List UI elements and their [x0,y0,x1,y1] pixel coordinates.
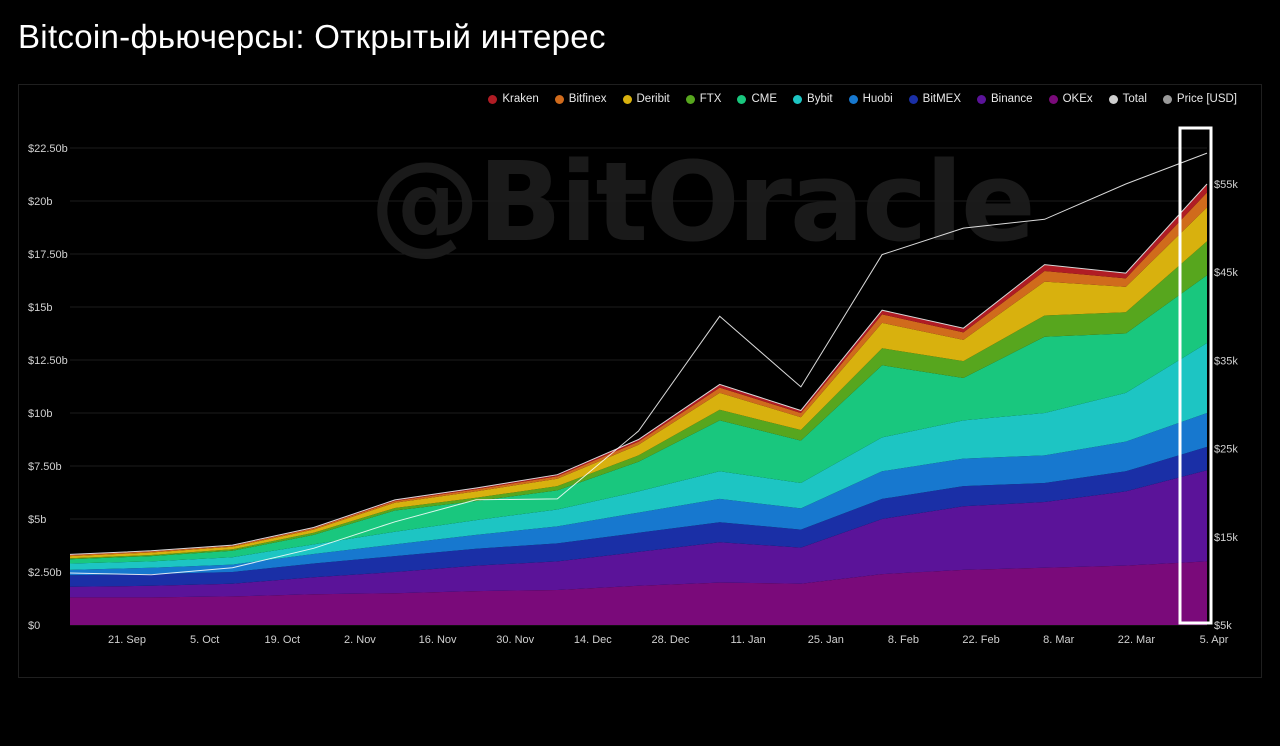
legend-item[interactable]: BitMEX [908,93,962,105]
legend-dot [737,94,747,104]
y-tick-label: $0 [28,620,40,632]
chart-frame [18,84,1262,678]
y-tick-label: $2.50b [28,567,62,579]
legend-item[interactable]: Bybit [793,93,833,105]
x-tick-label: 28. Dec [652,634,690,646]
x-tick-label: 5. Apr [1200,634,1229,646]
legend-dot [1162,94,1172,104]
x-tick-label: 25. Jan [808,634,844,646]
legend-item[interactable]: Binance [977,93,1033,105]
area-okex [70,561,1207,625]
x-tick-label: 30. Nov [496,634,534,646]
y2-tick-label: $35k [1214,355,1238,367]
legend-label: BitMEX [922,93,962,105]
x-tick-label: 16. Nov [419,634,457,646]
legend-dot [1048,94,1058,104]
x-tick-label: 19. Oct [265,634,300,646]
legend-dot [793,94,803,104]
legend-label: Binance [991,93,1033,105]
legend-dot [488,94,498,104]
y-tick-label: $12.50b [28,355,68,367]
legend-item[interactable]: Kraken [488,93,539,105]
legend-label: FTX [699,93,722,105]
legend-dot [977,94,987,104]
legend-dot [685,94,695,104]
chart-legend: Kraken Bitfinex Deribit FTX CME Bybit Huobi Bit… [488,93,1237,105]
area-binance [70,470,1207,598]
y-tick-label: $15b [28,302,52,314]
area-bybit [70,343,1207,570]
legend-label: Bitfinex [568,93,607,105]
x-tick-label: 2. Nov [344,634,376,646]
legend-dot [1108,94,1118,104]
legend-dot [622,94,632,104]
y2-tick-label: $45k [1214,267,1238,279]
legend-item[interactable]: Price [USD] [1162,93,1237,105]
y-tick-label: $17.50b [28,249,68,261]
y-tick-label: $22.50b [28,143,68,155]
price-line [69,152,1208,576]
y2-tick-label: $15k [1214,532,1238,544]
legend-dot [848,94,858,104]
legend-item[interactable]: Total [1108,93,1147,105]
legend-label: CME [751,93,778,105]
legend-label: Huobi [862,93,893,105]
x-tick-label: 11. Jan [731,634,766,646]
legend-label: OKEx [1062,93,1093,105]
highlight-box [1178,126,1213,625]
y-tick-label: $5b [28,514,46,526]
total-line [69,183,1208,555]
x-tick-label: 22. Mar [1118,634,1156,646]
legend-label: Bybit [807,93,833,105]
y2-tick-label: $55k [1214,179,1238,191]
legend-item[interactable]: Huobi [848,93,893,105]
legend-label: Price [USD] [1176,93,1237,105]
legend-label: Deribit [636,93,670,105]
y2-tick-label: $25k [1214,444,1238,456]
x-tick-label: 22. Feb [962,634,999,646]
legend-item[interactable]: Bitfinex [554,93,607,105]
legend-item[interactable]: CME [737,93,777,105]
x-tick-label: 8. Feb [888,634,919,646]
y-tick-label: $10b [28,408,52,420]
x-tick-label: 5. Oct [190,634,219,646]
x-tick-label: 21. Sep [108,634,146,646]
legend-item[interactable]: FTX [685,93,722,105]
legend-dot [554,94,564,104]
x-tick-label: 8. Mar [1043,634,1075,646]
legend-label: Kraken [502,93,539,105]
page-title: Bitcoin-фьючерсы: Открытый интерес [18,18,606,55]
legend-dot [908,94,918,104]
y2-tick-label: $5k [1214,620,1232,632]
y-tick-label: $20b [28,196,52,208]
legend-item[interactable]: OKEx [1048,93,1093,105]
legend-item[interactable]: Deribit [622,93,670,105]
legend-label: Total [1122,93,1147,105]
y-tick-label: $7.50b [28,461,62,473]
x-tick-label: 14. Dec [574,634,612,646]
